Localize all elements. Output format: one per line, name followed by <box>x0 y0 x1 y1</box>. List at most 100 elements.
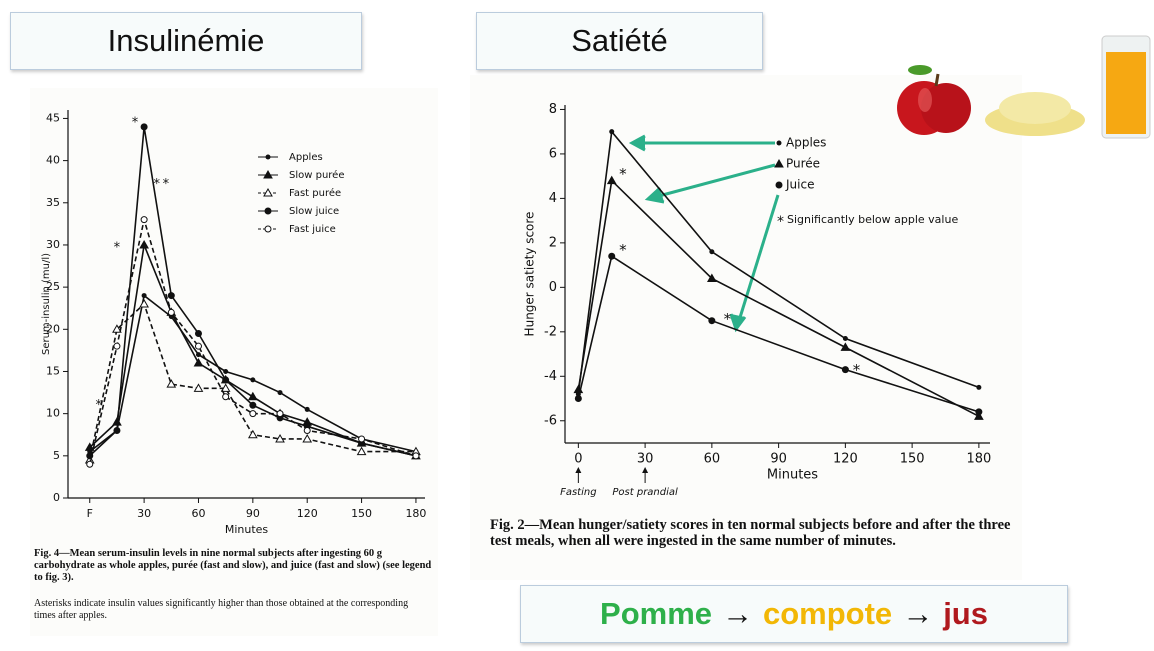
x-tick-label: 30 <box>637 452 654 467</box>
point <box>840 342 851 351</box>
legend-label: Slow juice <box>289 206 339 217</box>
point <box>167 292 175 300</box>
y-tick-label: 25 <box>46 280 60 293</box>
juice-icon <box>1101 35 1151 139</box>
legend-label: Slow purée <box>289 169 344 181</box>
y-axis-label: Serum-insulin (mu/l) <box>41 253 52 355</box>
y-tick-label: 35 <box>46 196 60 209</box>
point <box>249 410 257 418</box>
x-tick-label: 0 <box>574 452 582 467</box>
point <box>709 249 715 255</box>
apple-icon <box>897 65 971 135</box>
y-tick-label: 2 <box>549 235 557 250</box>
point <box>247 429 258 439</box>
y-tick-label: 45 <box>46 111 60 124</box>
point <box>975 408 983 416</box>
y-tick-label: 8 <box>549 102 557 117</box>
point <box>275 433 285 443</box>
legend-note: Significantly below apple value <box>787 213 958 226</box>
y-tick-label: 30 <box>46 238 60 251</box>
point <box>166 379 177 388</box>
point <box>358 435 366 443</box>
figure-caption: Fig. 4—Mean serum-insulin levels in nine… <box>34 548 432 583</box>
legend-marker <box>776 140 782 146</box>
slogan-word: → <box>722 596 753 631</box>
x-tick-label: 150 <box>900 452 925 467</box>
x-axis-label: Minutes <box>767 468 818 483</box>
legend-marker <box>775 181 783 189</box>
y-tick-label: -4 <box>544 369 557 384</box>
significance-marker: * <box>619 241 627 259</box>
point <box>167 308 175 316</box>
y-tick-label: 0 <box>53 491 60 504</box>
y-tick-label: 4 <box>549 191 557 206</box>
point <box>222 376 230 384</box>
legend-marker <box>263 169 273 179</box>
figure-panel <box>30 88 438 636</box>
header-box: Satiété <box>476 12 763 70</box>
legend-label: Apples <box>786 136 826 150</box>
significance-marker: * <box>154 177 161 192</box>
point <box>140 216 148 224</box>
legend-marker <box>264 225 272 233</box>
point <box>194 342 202 350</box>
significance-marker: * <box>853 361 861 379</box>
point <box>250 377 256 383</box>
point <box>86 460 94 468</box>
y-tick-label: 6 <box>549 146 557 161</box>
point <box>277 390 283 396</box>
annotation-arrowhead <box>642 467 649 473</box>
slogan-word: jus <box>943 596 988 631</box>
point <box>708 317 716 325</box>
point <box>140 123 148 131</box>
x-tick-label: 150 <box>351 507 372 520</box>
point <box>606 175 617 185</box>
significance-marker: * <box>96 398 103 413</box>
point <box>112 324 122 333</box>
point <box>974 411 984 420</box>
y-tick-label: 5 <box>53 449 60 462</box>
slogan-box: Pomme → compote → jus <box>520 585 1068 643</box>
significance-marker: * <box>114 240 121 255</box>
y-tick-label: 15 <box>46 364 60 377</box>
point <box>141 293 147 299</box>
puree-icon <box>985 92 1085 136</box>
x-axis-label: Minutes <box>225 523 269 536</box>
y-axis-label: Hunger satiety score <box>523 212 537 337</box>
significance-marker: * <box>132 116 139 131</box>
point <box>223 368 229 374</box>
point <box>222 393 230 401</box>
point <box>113 342 121 350</box>
point <box>356 446 367 456</box>
point <box>194 330 202 338</box>
point <box>113 427 121 435</box>
x-tick-label: 120 <box>833 452 858 467</box>
point <box>249 401 257 409</box>
y-tick-label: 10 <box>46 407 60 420</box>
significance-marker: * <box>724 310 732 328</box>
legend-label: Fast purée <box>289 187 341 199</box>
legend-label: Purée <box>786 157 820 171</box>
legend-label: Apples <box>289 152 323 163</box>
y-tick-label: 0 <box>549 280 557 295</box>
point <box>302 433 313 443</box>
significance-marker: * <box>619 165 627 183</box>
point <box>609 129 615 135</box>
point <box>304 406 310 412</box>
point <box>706 273 717 282</box>
figure-note: Asterisks indicate insulin values signif… <box>34 598 409 621</box>
y-tick-label: -2 <box>544 324 557 339</box>
point <box>193 383 204 392</box>
legend-label: Fast juice <box>289 224 336 235</box>
legend-marker <box>774 158 784 168</box>
point <box>608 252 616 260</box>
header-box: Insulinémie <box>10 12 362 70</box>
slogan-word: compote <box>763 596 893 631</box>
x-tick-label: 180 <box>405 507 426 520</box>
legend-label: Juice <box>785 178 814 192</box>
x-tick-label: 180 <box>966 452 991 467</box>
annotation: Fasting <box>560 487 596 498</box>
x-tick-label: 60 <box>704 452 721 467</box>
x-tick-label: F <box>87 507 93 520</box>
